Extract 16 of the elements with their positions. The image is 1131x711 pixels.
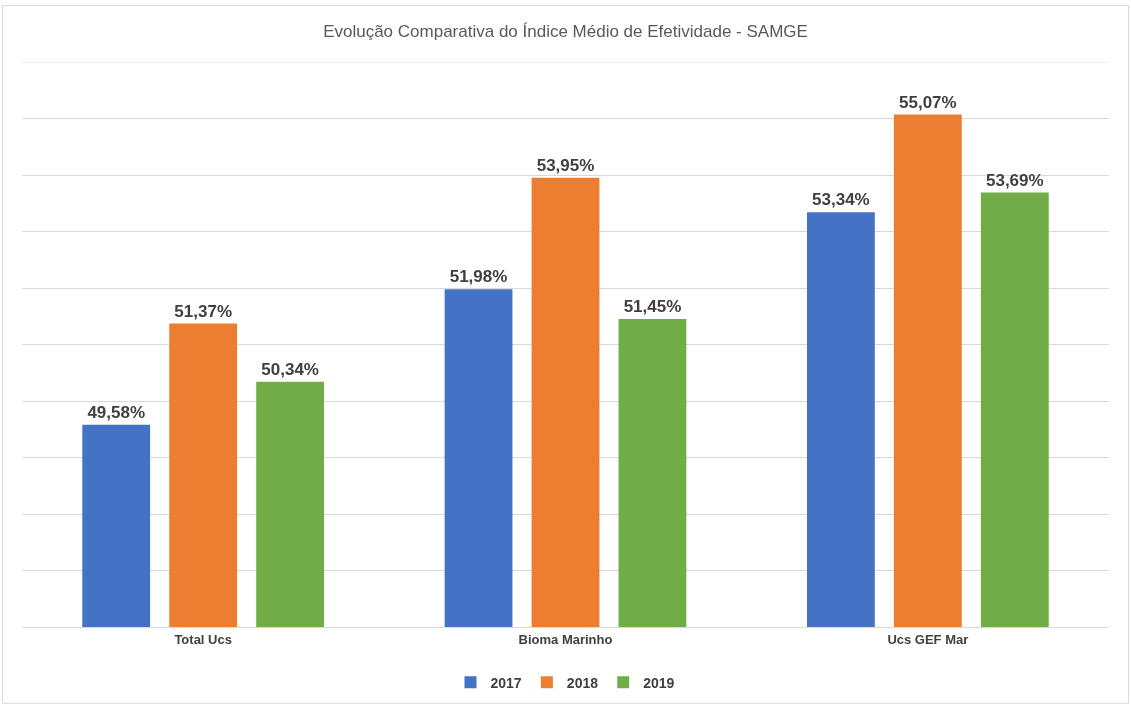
x-tick-label: Total Ucs: [174, 631, 232, 647]
data-label: 55,07%: [899, 92, 957, 112]
data-label: 51,37%: [174, 301, 232, 321]
data-label: 50,34%: [261, 359, 319, 379]
legend-label: 2017: [490, 674, 522, 691]
data-label: 51,98%: [449, 267, 508, 287]
data-label: 49,58%: [87, 402, 146, 422]
data-label: 53,95%: [536, 155, 595, 175]
x-tick-label: Ucs GEF Mar: [887, 631, 969, 647]
data-label: 53,34%: [812, 190, 870, 210]
chart-title: Evolução Comparativa do Índice Médio de Efetividade - SAMGE: [323, 21, 808, 41]
x-tick-label: Bioma Marinho: [518, 631, 613, 647]
data-label: 53,69%: [985, 170, 1044, 190]
data-label: 51,45%: [623, 297, 682, 317]
legend-label: 2018: [566, 674, 599, 691]
legend-label: 2019: [643, 674, 675, 691]
